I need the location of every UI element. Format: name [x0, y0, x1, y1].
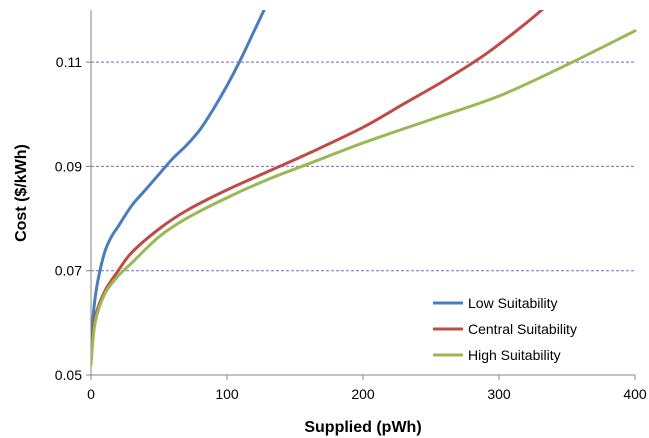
x-tick-label: 200 [351, 386, 375, 402]
x-axis-title: Supplied (pWh) [304, 419, 421, 436]
legend-label: Low Suitability [468, 295, 558, 311]
series-layer [91, 10, 637, 367]
series-line-low-suitability [91, 10, 266, 351]
y-axis-title: Cost ($/kWh) [13, 144, 30, 242]
x-tick-label: 400 [623, 386, 647, 402]
series-line-high-suitability [91, 29, 637, 367]
legend-label: Central Suitability [468, 321, 577, 337]
axes [86, 10, 636, 380]
y-tick-label: 0.07 [55, 263, 82, 279]
y-tick-label: 0.05 [55, 367, 82, 383]
series-line-central-suitability [91, 10, 545, 351]
x-tick-label: 100 [215, 386, 239, 402]
legend: Low Suitability Central Suitability High S… [433, 295, 577, 363]
y-tick-label: 0.09 [55, 158, 82, 174]
x-tick-label: 0 [87, 386, 95, 402]
grid-lines [91, 61, 635, 272]
y-tick-label: 0.11 [56, 54, 82, 70]
x-tick-label: 300 [487, 386, 511, 402]
legend-label: High Suitability [468, 347, 561, 363]
tick-labels: 0.05 0.07 0.09 0.11 0 100 200 300 400 [55, 54, 647, 402]
